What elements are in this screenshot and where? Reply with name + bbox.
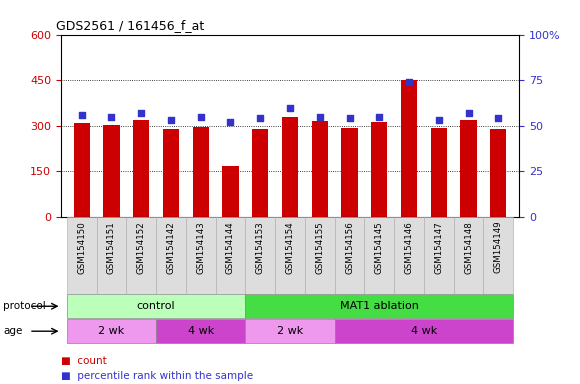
Text: protocol: protocol: [3, 301, 46, 311]
Text: 4 wk: 4 wk: [411, 326, 437, 336]
Bar: [401, 79, 417, 217]
Text: GSM154153: GSM154153: [256, 221, 264, 273]
Text: GSM154145: GSM154145: [375, 221, 384, 273]
Bar: [156, 319, 245, 343]
Text: ■  count: ■ count: [61, 356, 107, 366]
Bar: [97, 217, 126, 294]
Bar: [74, 123, 90, 217]
Point: [226, 119, 235, 125]
Bar: [126, 217, 156, 294]
Text: GSM154144: GSM154144: [226, 221, 235, 273]
Bar: [186, 217, 216, 294]
Bar: [245, 294, 513, 318]
Point: [464, 110, 473, 116]
Text: GSM154143: GSM154143: [196, 221, 205, 273]
Bar: [394, 217, 424, 294]
Text: 2 wk: 2 wk: [99, 326, 125, 336]
Bar: [461, 120, 477, 217]
Point: [107, 114, 116, 120]
Bar: [371, 121, 387, 217]
Bar: [282, 117, 298, 217]
Text: GDS2561 / 161456_f_at: GDS2561 / 161456_f_at: [56, 19, 205, 32]
Bar: [252, 129, 269, 217]
Bar: [341, 128, 358, 217]
Bar: [222, 166, 239, 217]
Text: GSM154152: GSM154152: [137, 221, 146, 273]
Text: GSM154151: GSM154151: [107, 221, 116, 273]
Bar: [430, 127, 447, 217]
Bar: [483, 217, 513, 294]
Text: ■  percentile rank within the sample: ■ percentile rank within the sample: [61, 371, 253, 381]
Bar: [133, 120, 150, 217]
Text: GSM154154: GSM154154: [285, 221, 295, 273]
Bar: [163, 129, 179, 217]
Bar: [305, 217, 335, 294]
Bar: [67, 217, 97, 294]
Point: [196, 114, 205, 120]
Bar: [216, 217, 245, 294]
Point: [285, 104, 295, 111]
Bar: [335, 319, 513, 343]
Text: GSM154148: GSM154148: [464, 221, 473, 273]
Point: [494, 116, 503, 122]
Text: control: control: [137, 301, 175, 311]
Text: GSM154155: GSM154155: [316, 221, 324, 273]
Bar: [364, 217, 394, 294]
Text: GSM154146: GSM154146: [404, 221, 414, 273]
Text: 4 wk: 4 wk: [187, 326, 214, 336]
Bar: [275, 217, 305, 294]
Bar: [424, 217, 454, 294]
Text: GSM154156: GSM154156: [345, 221, 354, 273]
Bar: [193, 127, 209, 217]
Text: MAT1 ablation: MAT1 ablation: [340, 301, 419, 311]
Text: age: age: [3, 326, 22, 336]
Bar: [67, 319, 156, 343]
Bar: [454, 217, 483, 294]
Bar: [103, 125, 119, 217]
Point: [137, 110, 146, 116]
Bar: [490, 129, 506, 217]
Point: [315, 114, 324, 120]
Point: [166, 117, 176, 123]
Bar: [245, 319, 335, 343]
Point: [77, 112, 86, 118]
Point: [256, 116, 265, 122]
Text: GSM154149: GSM154149: [494, 221, 503, 273]
Point: [345, 116, 354, 122]
Text: GSM154147: GSM154147: [434, 221, 443, 273]
Bar: [335, 217, 364, 294]
Text: GSM154142: GSM154142: [166, 221, 176, 273]
Point: [375, 114, 384, 120]
Bar: [311, 121, 328, 217]
Text: GSM154150: GSM154150: [77, 221, 86, 273]
Point: [404, 79, 414, 85]
Bar: [156, 217, 186, 294]
Text: 2 wk: 2 wk: [277, 326, 303, 336]
Point: [434, 117, 443, 123]
Bar: [245, 217, 275, 294]
Bar: [67, 294, 245, 318]
